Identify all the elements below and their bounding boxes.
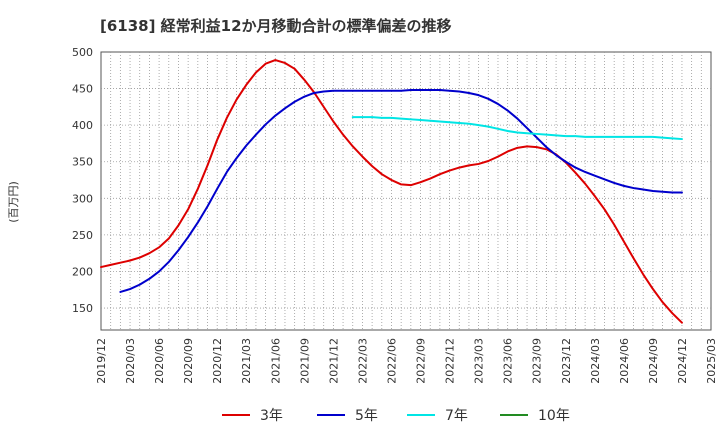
x-tick-label: 2025/03 bbox=[705, 338, 718, 384]
x-tick-label: 2024/09 bbox=[647, 338, 660, 384]
x-axis-ticks: 2019/12 2020/03 2020/06 2020/09 2020/12 2021/… bbox=[95, 338, 718, 384]
x-tick-label: 2020/09 bbox=[182, 338, 195, 384]
x-tick-label: 2024/06 bbox=[618, 338, 631, 384]
legend-label-3: 10年 bbox=[538, 408, 570, 424]
y-tick-label: 300 bbox=[72, 192, 93, 205]
y-tick-label: 350 bbox=[72, 156, 93, 169]
y-tick-label: 200 bbox=[72, 265, 93, 278]
legend-label-0: 3年 bbox=[260, 408, 283, 424]
x-tick-label: 2024/03 bbox=[589, 338, 602, 384]
y-tick-label: 150 bbox=[72, 302, 93, 315]
x-tick-label: 2020/06 bbox=[153, 338, 166, 384]
x-tick-label: 2022/06 bbox=[385, 338, 398, 384]
x-tick-label: 2023/06 bbox=[502, 338, 515, 384]
y-tick-label: 250 bbox=[72, 229, 93, 242]
series-lines bbox=[100, 59, 683, 324]
legend: 3年 5年 7年 10年 bbox=[222, 408, 570, 424]
x-tick-label: 2021/12 bbox=[327, 338, 340, 384]
y-tick-label: 450 bbox=[72, 83, 93, 96]
x-tick-label: 2023/09 bbox=[531, 338, 544, 384]
chart-title: [6138] 経常利益12か月移動合計の標準偏差の推移 bbox=[100, 17, 452, 35]
legend-label-1: 5年 bbox=[355, 408, 378, 424]
x-tick-label: 2020/03 bbox=[124, 338, 137, 384]
x-tick-label: 2021/09 bbox=[298, 338, 311, 384]
legend-label-2: 7年 bbox=[445, 408, 468, 424]
x-tick-label: 2022/12 bbox=[444, 338, 457, 384]
y-axis-ticks: 150 200 250 300 350 400 450 500 bbox=[72, 46, 93, 315]
x-tick-label: 2019/12 bbox=[95, 338, 108, 384]
y-axis-label: (百万円) bbox=[7, 181, 20, 223]
x-tick-label: 2023/03 bbox=[473, 338, 486, 384]
x-tick-label: 2021/06 bbox=[269, 338, 282, 384]
series-line-1 bbox=[119, 89, 683, 293]
x-tick-label: 2020/12 bbox=[211, 338, 224, 384]
x-tick-label: 2022/03 bbox=[356, 338, 369, 384]
plot-area bbox=[100, 51, 712, 331]
grid-lines bbox=[101, 52, 711, 330]
series-line-2 bbox=[351, 116, 683, 141]
y-tick-label: 500 bbox=[72, 46, 93, 59]
x-tick-label: 2023/12 bbox=[560, 338, 573, 384]
series-line-0 bbox=[100, 59, 683, 324]
x-tick-label: 2021/03 bbox=[240, 338, 253, 384]
x-tick-label: 2024/12 bbox=[676, 338, 689, 384]
y-tick-label: 400 bbox=[72, 119, 93, 132]
x-tick-label: 2022/09 bbox=[415, 338, 428, 384]
